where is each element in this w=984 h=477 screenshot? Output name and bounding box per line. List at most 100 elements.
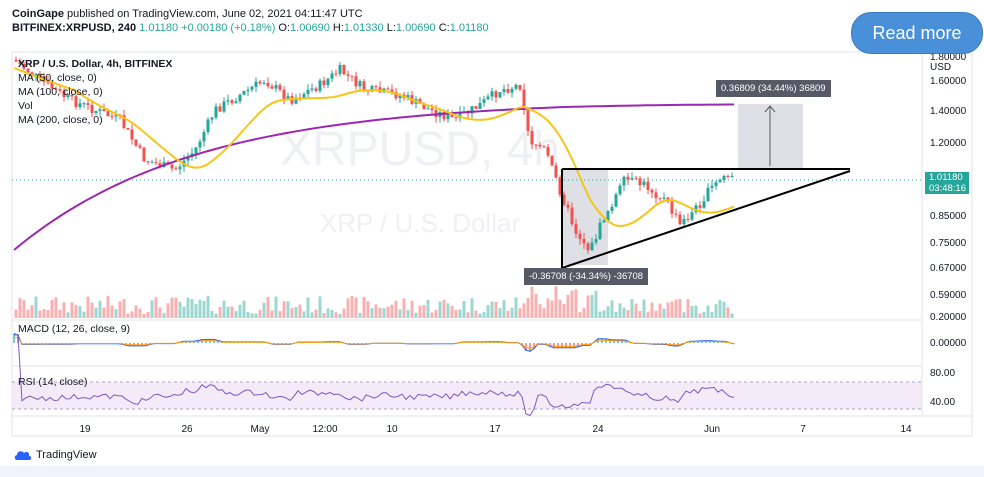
volume-bar bbox=[130, 311, 134, 318]
volume-bar bbox=[86, 296, 90, 318]
legend-ma100[interactable]: MA (100, close, 0) bbox=[18, 86, 103, 98]
candle-body bbox=[458, 112, 462, 119]
legend-vol[interactable]: Vol bbox=[18, 100, 33, 112]
volume-bar bbox=[326, 308, 330, 318]
candle-body bbox=[566, 204, 570, 208]
volume-bar bbox=[38, 310, 42, 318]
candle-body bbox=[418, 99, 422, 104]
time-scale[interactable] bbox=[11, 415, 973, 437]
volume-bar bbox=[118, 301, 122, 318]
x-tick: 12:00 bbox=[312, 424, 338, 435]
candle-body bbox=[422, 103, 426, 110]
volume-bar bbox=[242, 300, 246, 318]
read-more-button[interactable]: Read more bbox=[851, 12, 983, 54]
volume-bar bbox=[618, 303, 622, 318]
down-measure-label: -0.36708 (-34.34%) -36708 bbox=[524, 268, 649, 285]
candle-body bbox=[46, 81, 50, 83]
candle-body bbox=[90, 104, 94, 114]
x-tick: Jun bbox=[703, 424, 721, 435]
volume-bar bbox=[330, 310, 334, 318]
y-tick: 0.75000 bbox=[930, 238, 967, 249]
candle-body bbox=[454, 117, 458, 119]
candle-body bbox=[730, 176, 734, 178]
volume-bar bbox=[710, 312, 714, 318]
candle-body bbox=[210, 117, 214, 120]
volume-bar bbox=[586, 295, 590, 318]
support-trendline[interactable] bbox=[561, 170, 851, 269]
candle-body bbox=[394, 91, 398, 99]
x-tick: 7 bbox=[800, 424, 806, 435]
candle-body bbox=[94, 110, 98, 114]
volume-bar bbox=[530, 286, 534, 318]
macd-bar bbox=[529, 343, 531, 352]
volume-bar bbox=[178, 301, 182, 318]
macd-label[interactable]: MACD (12, 26, close, 9) bbox=[18, 323, 131, 335]
publisher-name[interactable]: CoinGape bbox=[12, 8, 64, 20]
tradingview-logo[interactable]: TradingView bbox=[14, 449, 97, 461]
candle-body bbox=[614, 194, 618, 207]
x-tick: 10 bbox=[386, 424, 398, 435]
candle-body bbox=[686, 218, 690, 220]
volume-bar bbox=[78, 306, 82, 318]
candle-body bbox=[66, 95, 70, 98]
volume-bar bbox=[458, 309, 462, 318]
candle-body bbox=[546, 146, 550, 156]
candle-body bbox=[294, 97, 298, 104]
legend-ma200[interactable]: MA (200, close, 0) bbox=[18, 114, 103, 126]
volume-bar bbox=[374, 304, 378, 318]
volume-bar bbox=[650, 302, 654, 318]
macd-bar bbox=[569, 343, 571, 349]
volume-bar bbox=[142, 313, 146, 318]
volume-bar bbox=[346, 298, 350, 318]
macd-bar bbox=[561, 343, 563, 349]
volume-bar bbox=[26, 309, 30, 318]
candle-body bbox=[230, 100, 234, 104]
candle-body bbox=[26, 68, 30, 73]
volume-bar bbox=[218, 306, 222, 318]
volume-bar bbox=[302, 311, 306, 318]
ohlc-line: BITFINEX:XRPUSD, 240 1.01180 +0.00180 (+… bbox=[12, 22, 489, 34]
volume-bar bbox=[370, 308, 374, 318]
candle-body bbox=[362, 81, 366, 91]
candle-body bbox=[198, 141, 202, 148]
volume-bar bbox=[166, 303, 170, 318]
volume-bar bbox=[122, 299, 126, 318]
volume-bar bbox=[58, 309, 62, 318]
candle-body bbox=[318, 80, 322, 91]
volume-bar bbox=[506, 310, 510, 318]
candle-body bbox=[250, 86, 254, 90]
candle-body bbox=[674, 213, 678, 215]
volume-bar bbox=[434, 309, 438, 318]
volume-bar bbox=[182, 306, 186, 318]
volume-bar bbox=[442, 299, 446, 318]
rsi-band bbox=[12, 382, 922, 409]
rsi-label[interactable]: RSI (14, close) bbox=[18, 376, 88, 388]
y-tick: 0.85000 bbox=[930, 211, 967, 222]
candle-body bbox=[310, 88, 314, 90]
candle-body bbox=[350, 75, 354, 77]
candle-body bbox=[242, 90, 246, 95]
candle-body bbox=[630, 178, 634, 180]
candle-body bbox=[222, 101, 226, 112]
volume-bar bbox=[486, 305, 490, 318]
legend-ma50[interactable]: MA (50, close, 0) bbox=[18, 72, 97, 84]
candle-body bbox=[74, 96, 78, 107]
candle-body bbox=[398, 94, 402, 99]
volume-bar bbox=[578, 311, 582, 318]
volume-bar bbox=[698, 313, 702, 318]
candle-body bbox=[618, 185, 622, 195]
volume-bar bbox=[498, 308, 502, 318]
volume-bar bbox=[502, 300, 506, 318]
volume-bar bbox=[82, 311, 86, 318]
candle-body bbox=[266, 82, 270, 87]
volume-bar bbox=[54, 297, 58, 318]
candle-body bbox=[598, 222, 602, 240]
volume-bar bbox=[298, 304, 302, 318]
candle-body bbox=[650, 189, 654, 193]
volume-bar bbox=[226, 306, 230, 318]
candle-body bbox=[490, 91, 494, 97]
candle-body bbox=[626, 176, 630, 180]
volume-bar bbox=[478, 313, 482, 318]
volume-bar bbox=[670, 301, 674, 318]
candle-body bbox=[722, 175, 726, 180]
